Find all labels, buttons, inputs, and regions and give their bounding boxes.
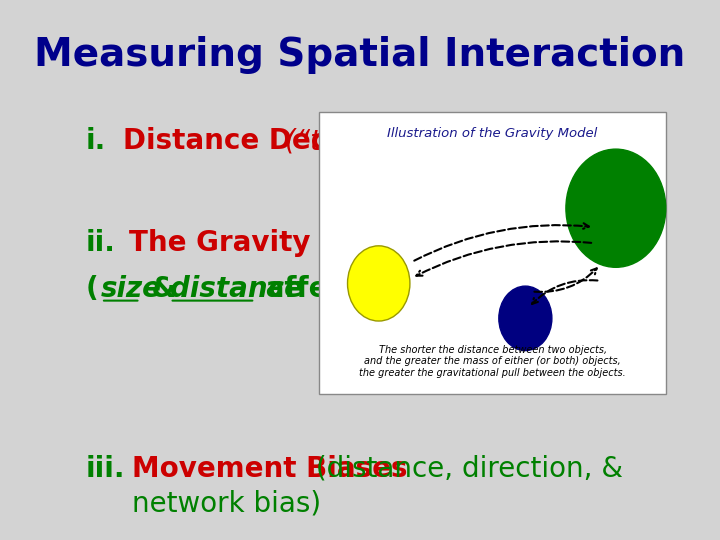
Text: iii.: iii. (86, 455, 125, 483)
Text: &: & (142, 275, 185, 303)
Text: ii.: ii. (86, 229, 115, 257)
Text: Movement Biases: Movement Biases (132, 455, 408, 483)
Text: The shorter the distance between two objects,
and the greater the mass of either: The shorter the distance between two obj… (359, 345, 626, 378)
Text: The Gravity Model: The Gravity Model (129, 229, 415, 257)
Text: distance: distance (170, 275, 302, 303)
Text: i.: i. (86, 127, 106, 155)
Text: (: ( (86, 275, 98, 303)
Text: (distance, direction, &: (distance, direction, & (307, 455, 623, 483)
Text: (“the friction of distance”): (“the friction of distance”) (276, 127, 649, 155)
Ellipse shape (348, 246, 410, 321)
Text: size: size (101, 275, 162, 303)
Ellipse shape (499, 286, 552, 350)
FancyBboxPatch shape (320, 112, 666, 394)
Text: Measuring Spatial Interaction: Measuring Spatial Interaction (35, 36, 685, 74)
Ellipse shape (566, 149, 666, 267)
Text: network bias): network bias) (132, 490, 321, 518)
Text: Distance Decay: Distance Decay (123, 127, 363, 155)
Text: Illustration of the Gravity Model: Illustration of the Gravity Model (387, 126, 598, 139)
Text: affect interacti: affect interacti (256, 275, 500, 303)
